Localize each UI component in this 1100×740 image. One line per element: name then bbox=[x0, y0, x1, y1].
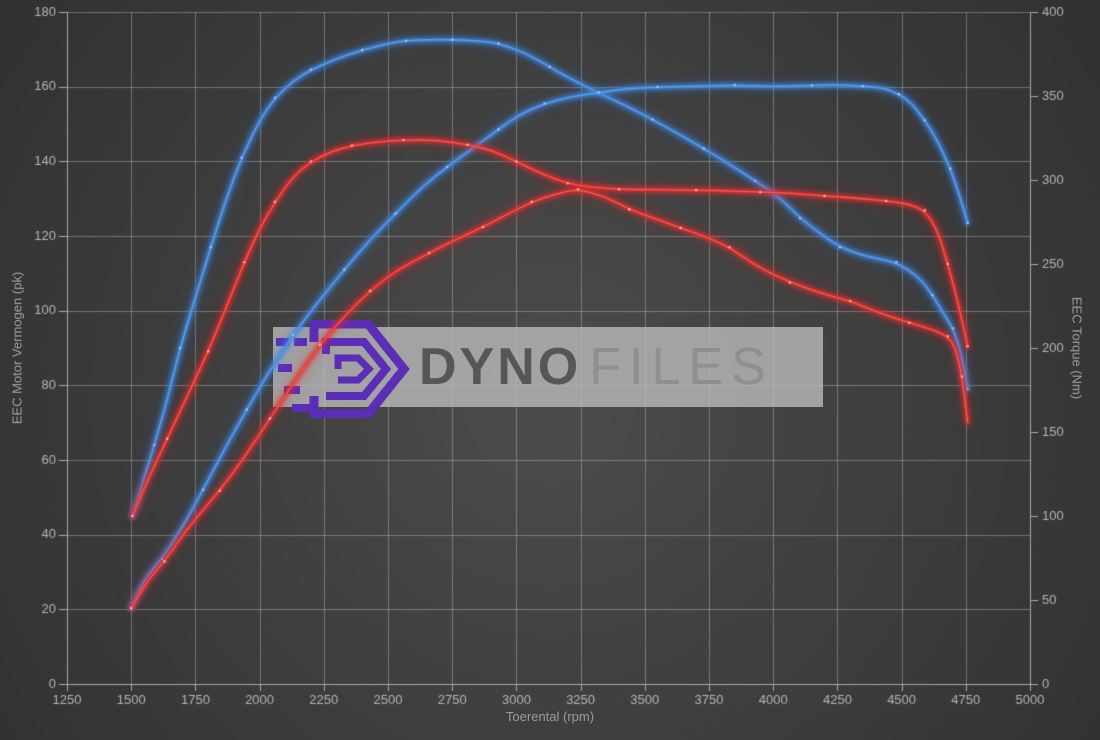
x-axis-title: Toerental (rpm) bbox=[505, 709, 595, 724]
y-right-axis-title: EEC Torque (Nm) bbox=[1069, 296, 1085, 400]
y-left-axis-title: EEC Motor Vermogen (pk) bbox=[9, 271, 25, 425]
